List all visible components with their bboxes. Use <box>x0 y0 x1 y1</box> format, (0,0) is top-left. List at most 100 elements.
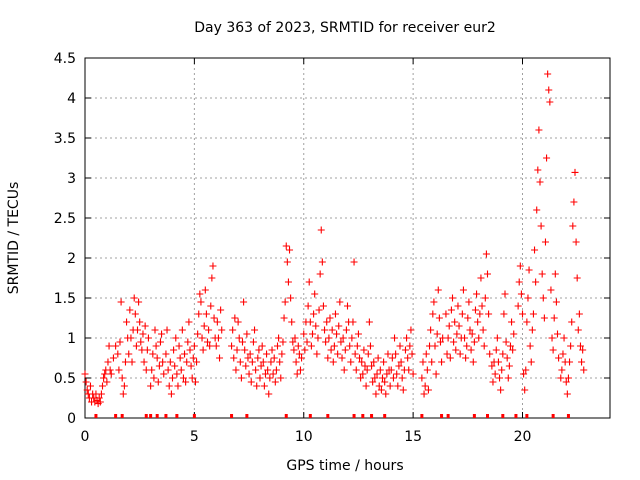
data-point <box>354 330 362 338</box>
baseline-flag <box>144 414 148 418</box>
data-point <box>240 298 248 306</box>
data-point <box>506 342 514 350</box>
data-point <box>173 370 181 378</box>
data-point <box>528 326 536 334</box>
data-point <box>188 374 196 382</box>
data-point <box>500 310 508 318</box>
data-point <box>86 382 94 390</box>
data-point <box>258 342 266 350</box>
baseline-flag <box>566 414 570 418</box>
data-point <box>230 354 238 362</box>
baseline-flag <box>446 414 450 418</box>
x-tick-label: 10 <box>295 429 313 445</box>
y-tick-label: 3.5 <box>54 131 76 147</box>
data-point <box>551 270 559 278</box>
data-point <box>571 168 579 176</box>
data-point <box>160 370 168 378</box>
chart-title: Day 363 of 2023, SRMTID for receiver eur… <box>194 20 496 36</box>
data-point <box>569 222 577 230</box>
data-point <box>116 338 124 346</box>
data-point <box>318 258 326 266</box>
data-point <box>533 206 541 214</box>
data-point <box>279 338 287 346</box>
data-point <box>295 350 303 358</box>
data-point <box>288 318 296 326</box>
data-point <box>125 350 133 358</box>
data-point <box>101 370 109 378</box>
data-point <box>321 326 329 334</box>
data-point <box>578 358 586 366</box>
data-point <box>162 350 170 358</box>
data-point <box>229 326 237 334</box>
data-point <box>189 354 197 362</box>
data-point <box>158 330 166 338</box>
data-point <box>566 358 574 366</box>
data-point <box>81 370 89 378</box>
data-point <box>277 374 285 382</box>
y-axis: 0 0.5 1 1.5 2 2.5 3 3.5 4 4.5 <box>54 51 610 427</box>
data-point <box>364 350 372 358</box>
data-point <box>580 366 588 374</box>
data-point <box>454 302 462 310</box>
y-tick-label: 4 <box>67 91 76 107</box>
data-point <box>194 330 202 338</box>
data-point <box>509 346 517 354</box>
baseline-flag <box>284 414 288 418</box>
data-point <box>202 310 210 318</box>
data-point <box>300 330 308 338</box>
data-point <box>175 342 183 350</box>
data-point <box>140 358 148 366</box>
data-point <box>453 330 461 338</box>
x-tick-label: 15 <box>404 429 422 445</box>
data-point <box>109 354 117 362</box>
data-point <box>545 86 553 94</box>
data-point <box>127 334 135 342</box>
data-point <box>177 366 185 374</box>
data-point <box>126 306 134 314</box>
data-point <box>112 342 120 350</box>
data-point <box>319 302 327 310</box>
data-point <box>105 342 113 350</box>
data-point <box>491 370 499 378</box>
data-point <box>558 366 566 374</box>
baseline-flag <box>525 414 529 418</box>
data-point <box>268 346 276 354</box>
data-point <box>104 358 112 366</box>
data-point <box>323 318 331 326</box>
data-point <box>210 314 218 322</box>
data-point <box>106 366 114 374</box>
data-point <box>255 346 263 354</box>
baseline-flag <box>361 414 365 418</box>
data-point <box>311 290 319 298</box>
data-point <box>447 306 455 314</box>
data-point <box>310 310 318 318</box>
data-point <box>95 394 103 402</box>
data-point <box>505 362 513 370</box>
data-point <box>499 350 507 358</box>
data-point <box>305 278 313 286</box>
data-point <box>209 262 217 270</box>
data-point <box>573 274 581 282</box>
data-point <box>251 326 259 334</box>
data-point <box>488 362 496 370</box>
data-point <box>403 334 411 342</box>
data-point <box>228 342 236 350</box>
data-point <box>387 366 395 374</box>
data-point <box>391 334 399 342</box>
data-point <box>170 346 178 354</box>
data-point <box>423 366 431 374</box>
data-point <box>83 386 91 394</box>
data-point <box>377 386 385 394</box>
data-point <box>278 350 286 358</box>
data-point <box>324 354 332 362</box>
data-point <box>484 270 491 278</box>
data-point <box>174 382 182 390</box>
data-point <box>350 258 358 266</box>
data-point <box>231 314 239 322</box>
data-point <box>118 374 126 382</box>
data-point <box>351 350 359 358</box>
data-point <box>334 350 342 358</box>
data-point <box>398 374 406 382</box>
data-point <box>438 358 446 366</box>
x-tick-label: 20 <box>514 429 532 445</box>
